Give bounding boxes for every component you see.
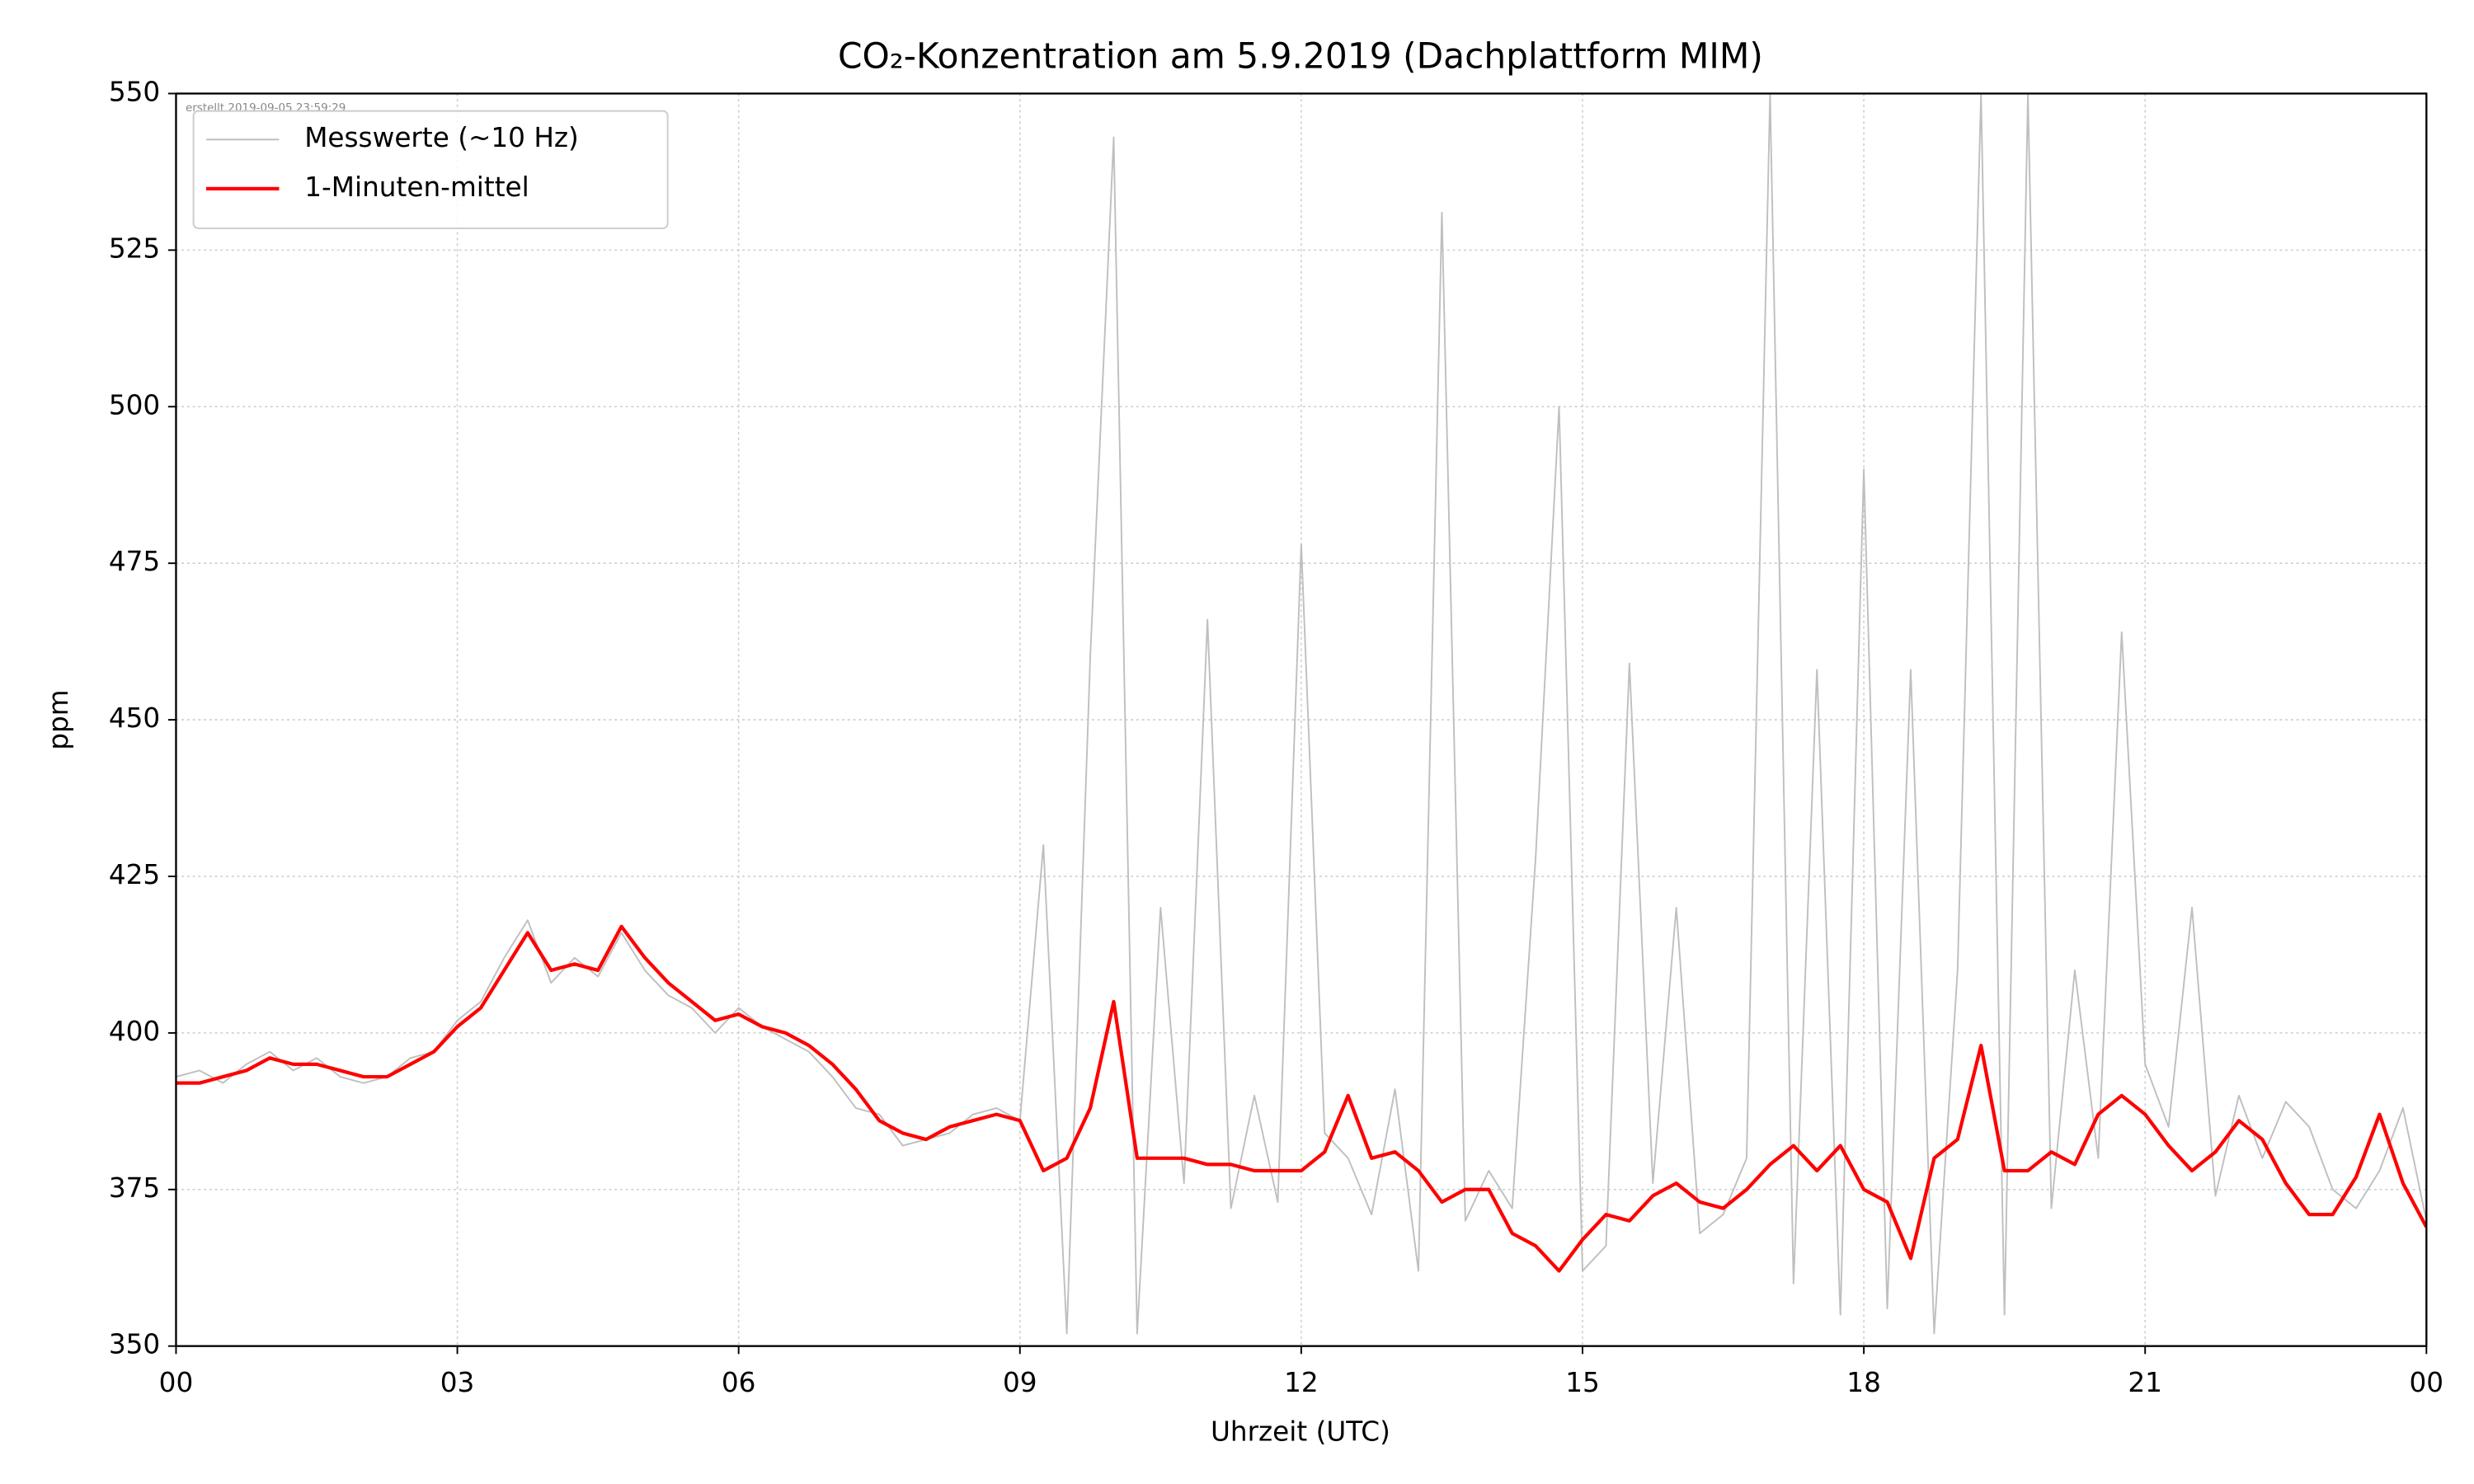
x-tick-label: 03 bbox=[440, 1367, 475, 1398]
x-tick-label: 09 bbox=[1003, 1367, 1037, 1398]
series-line bbox=[176, 93, 2427, 1335]
series-line bbox=[176, 924, 2427, 1273]
x-axis-label: Uhrzeit (UTC) bbox=[1211, 1416, 1390, 1447]
x-tick-label: 06 bbox=[722, 1367, 756, 1398]
x-tick-label: 00 bbox=[2410, 1367, 2444, 1398]
y-tick-label: 525 bbox=[109, 232, 160, 264]
y-axis-label: ppm bbox=[43, 689, 74, 749]
x-tick-label: 12 bbox=[1284, 1367, 1319, 1398]
x-tick-label: 18 bbox=[1846, 1367, 1881, 1398]
y-tick-label: 450 bbox=[109, 702, 160, 734]
legend-label: Messwerte (~10 Hz) bbox=[304, 122, 579, 153]
legend-label: 1-Minuten-mittel bbox=[304, 171, 529, 203]
y-tick-label: 500 bbox=[109, 389, 160, 420]
y-tick-label: 400 bbox=[109, 1016, 160, 1047]
y-tick-label: 375 bbox=[109, 1172, 160, 1204]
x-tick-label: 15 bbox=[1565, 1367, 1600, 1398]
y-tick-label: 350 bbox=[109, 1329, 160, 1360]
plot-frame bbox=[175, 92, 2428, 1347]
x-tick-label: 00 bbox=[159, 1367, 194, 1398]
y-tick-label: 550 bbox=[109, 76, 160, 107]
y-tick-label: 475 bbox=[109, 546, 160, 577]
x-tick-label: 21 bbox=[2128, 1367, 2162, 1398]
chart-title: CO₂-Konzentration am 5.9.2019 (Dachplatt… bbox=[838, 36, 1763, 77]
legend-box bbox=[192, 110, 669, 229]
y-tick-label: 425 bbox=[109, 859, 160, 890]
